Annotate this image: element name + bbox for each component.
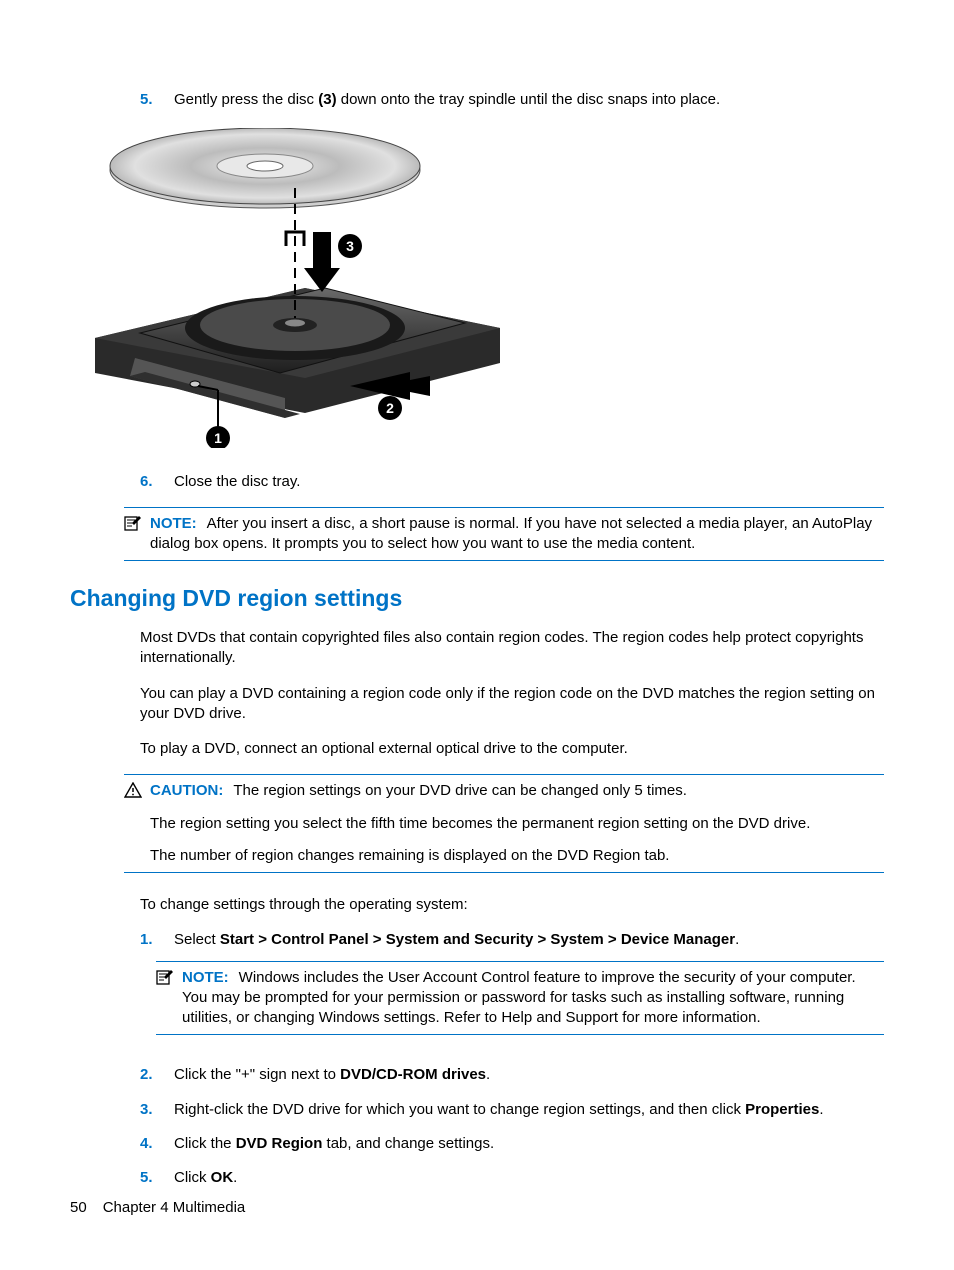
list-number: 2. <box>140 1065 174 1085</box>
list-text: Right-click the DVD drive for which you … <box>174 1100 884 1120</box>
svg-text:1: 1 <box>214 430 222 446</box>
arrow-down-icon <box>304 232 340 292</box>
note-callout-inner: NOTE:Windows includes the User Account C… <box>174 961 884 1036</box>
step-6: 6. Close the disc tray. <box>140 472 884 492</box>
page-number: 50 <box>70 1199 87 1216</box>
disc-icon <box>110 128 420 208</box>
disc-tray-svg: 3 2 1 <box>70 128 510 448</box>
note-text: NOTE:Windows includes the User Account C… <box>182 968 884 1029</box>
section-body-2: To change settings through the operating… <box>140 895 884 1188</box>
caution-callout: CAUTION:The region settings on your DVD … <box>124 774 884 873</box>
list-item: 5. Click OK. <box>140 1168 884 1188</box>
list-text: Click OK. <box>174 1168 884 1188</box>
disc-tray-figure: 3 2 1 <box>70 128 884 448</box>
svg-text:2: 2 <box>386 400 394 416</box>
section-heading: Changing DVD region settings <box>70 583 884 614</box>
list-item: 1. Select Start > Control Panel > System… <box>140 930 884 1051</box>
note-text: NOTE:After you insert a disc, a short pa… <box>150 514 884 555</box>
note-icon <box>124 515 144 531</box>
note-callout: NOTE:After you insert a disc, a short pa… <box>124 507 884 562</box>
chapter-label: Chapter 4 Multimedia <box>103 1199 246 1216</box>
note-icon <box>156 969 176 985</box>
paragraph: Most DVDs that contain copyrighted files… <box>140 628 884 669</box>
paragraph: To play a DVD, connect an optional exter… <box>140 739 884 759</box>
list-text: Click the DVD Region tab, and change set… <box>174 1134 884 1154</box>
list-text: Close the disc tray. <box>174 472 884 492</box>
svg-text:3: 3 <box>346 238 354 254</box>
list-number: 5. <box>140 1168 174 1188</box>
list-item: 2. Click the "+" sign next to DVD/CD-ROM… <box>140 1065 884 1085</box>
list-number: 3. <box>140 1100 174 1120</box>
list-text: Select Start > Control Panel > System an… <box>174 930 884 1051</box>
list-text: Click the "+" sign next to DVD/CD-ROM dr… <box>174 1065 884 1085</box>
paragraph: You can play a DVD containing a region c… <box>140 684 884 725</box>
list-item: 4. Click the DVD Region tab, and change … <box>140 1134 884 1154</box>
caution-text: CAUTION:The region settings on your DVD … <box>150 781 884 866</box>
caution-icon <box>124 782 144 798</box>
list-number: 6. <box>140 472 174 492</box>
list-item: 5. Gently press the disc (3) down onto t… <box>140 90 884 110</box>
list-text: Gently press the disc (3) down onto the … <box>174 90 884 110</box>
list-number: 4. <box>140 1134 174 1154</box>
step-5: 5. Gently press the disc (3) down onto t… <box>140 90 884 110</box>
paragraph: To change settings through the operating… <box>140 895 884 915</box>
list-item: 3. Right-click the DVD drive for which y… <box>140 1100 884 1120</box>
section-body: Most DVDs that contain copyrighted files… <box>140 628 884 759</box>
page-footer: 50 Chapter 4 Multimedia <box>70 1198 245 1218</box>
list-number: 5. <box>140 90 174 110</box>
drive-tray-icon <box>95 288 500 418</box>
list-item: 6. Close the disc tray. <box>140 472 884 492</box>
